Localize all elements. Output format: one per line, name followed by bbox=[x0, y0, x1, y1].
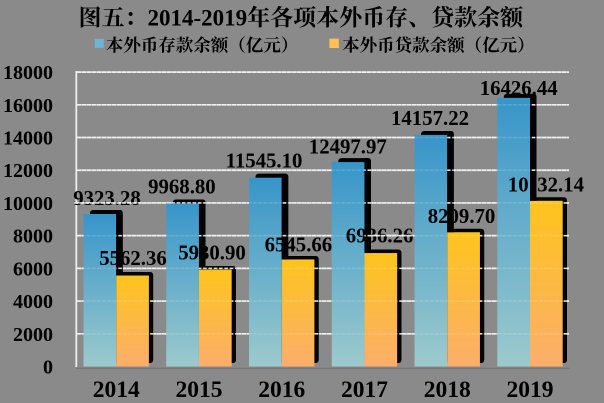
svg-text:6545.66: 6545.66 bbox=[265, 233, 333, 256]
svg-text:14157.22: 14157.22 bbox=[391, 107, 469, 130]
svg-text:14000: 14000 bbox=[3, 128, 53, 150]
svg-text:2000: 2000 bbox=[13, 324, 53, 346]
svg-text:2015: 2015 bbox=[175, 377, 222, 403]
svg-text:5562.36: 5562.36 bbox=[99, 247, 167, 270]
svg-text:9323.28: 9323.28 bbox=[73, 187, 141, 210]
svg-text:5930.90: 5930.90 bbox=[178, 241, 246, 264]
svg-text:2014-2019: 2014-2019 bbox=[148, 6, 248, 31]
svg-text:11545.10: 11545.10 bbox=[226, 149, 303, 172]
svg-text:18000: 18000 bbox=[3, 62, 53, 84]
svg-text:12497.97: 12497.97 bbox=[309, 136, 387, 159]
svg-text:2017: 2017 bbox=[341, 377, 388, 403]
svg-text:16426.44: 16426.44 bbox=[480, 77, 559, 100]
svg-text:32.14: 32.14 bbox=[537, 173, 584, 196]
svg-text:4000: 4000 bbox=[13, 291, 53, 313]
svg-text:0: 0 bbox=[43, 357, 53, 379]
svg-text:16000: 16000 bbox=[3, 95, 53, 117]
svg-text:8209.70: 8209.70 bbox=[428, 205, 496, 228]
svg-text:2019: 2019 bbox=[507, 377, 554, 403]
svg-text:10: 10 bbox=[508, 173, 529, 196]
svg-text:2018: 2018 bbox=[424, 377, 471, 403]
svg-text:2014: 2014 bbox=[93, 377, 140, 403]
svg-text:12000: 12000 bbox=[3, 160, 53, 182]
svg-text:9968.80: 9968.80 bbox=[148, 176, 216, 199]
svg-text:10000: 10000 bbox=[3, 193, 53, 215]
svg-text:2016: 2016 bbox=[258, 377, 305, 403]
svg-text:8000: 8000 bbox=[13, 226, 53, 248]
svg-text:6000: 6000 bbox=[13, 258, 53, 280]
